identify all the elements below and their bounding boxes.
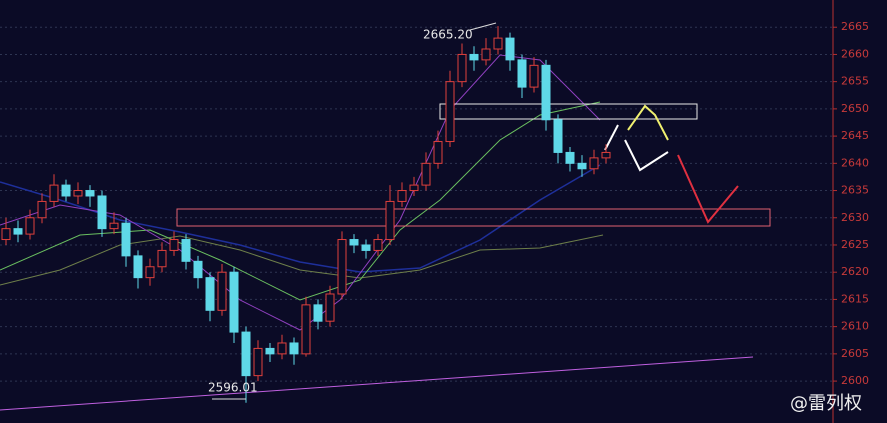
candle-body [421, 162, 431, 186]
watermark: @雷列权 [790, 393, 862, 414]
candles [1, 26, 611, 403]
candle-body [373, 239, 383, 251]
arrow [624, 139, 669, 172]
candle-body [109, 222, 119, 230]
candle-body [169, 239, 179, 251]
candle-body [229, 271, 239, 333]
arrow [604, 124, 619, 151]
candle-body [493, 37, 503, 50]
ma-line [0, 234, 604, 286]
candle-body [469, 53, 479, 61]
candle-body [241, 331, 251, 377]
y-tick-label: 2645 [841, 129, 869, 142]
candle-body [301, 304, 311, 355]
candle-body [133, 255, 143, 279]
candle-body [457, 53, 467, 83]
arrow [677, 154, 739, 224]
candle-body [589, 157, 599, 170]
candle-body [313, 304, 323, 322]
candle-body [517, 59, 527, 88]
zone-box [439, 103, 698, 120]
candle-body [181, 239, 191, 262]
candle-body [253, 347, 263, 377]
candle-body [565, 151, 575, 164]
y-tick-label: 2600 [841, 374, 869, 387]
zone-box [176, 208, 771, 227]
ma-line [0, 54, 601, 331]
candle-body [97, 195, 107, 230]
y-tick-label: 2660 [841, 47, 869, 60]
candle-body [61, 184, 71, 197]
candle-body [49, 184, 59, 202]
trend-line [0, 356, 754, 411]
candle-body [541, 64, 551, 121]
y-tick-label: 2610 [841, 320, 869, 333]
candle-body [277, 342, 287, 355]
candle-body [529, 64, 539, 88]
candle-body [433, 141, 443, 164]
candle-body [73, 190, 83, 197]
candle-body [445, 81, 455, 143]
y-tick-label: 2655 [841, 75, 869, 88]
candle-body [361, 244, 371, 251]
annotation: 2596.01 [208, 381, 258, 395]
y-tick-label: 2650 [841, 102, 869, 115]
y-tick-label: 2620 [841, 265, 869, 278]
candle-body [601, 151, 611, 159]
candle-body [349, 239, 359, 246]
candle-body [385, 200, 395, 241]
candle-body [505, 37, 515, 61]
y-tick-label: 2625 [841, 238, 869, 251]
candle-body [289, 342, 299, 355]
arrow [627, 104, 669, 141]
candle-body [397, 190, 407, 202]
candle-body [121, 222, 131, 257]
y-tick-label: 2630 [841, 211, 869, 224]
candle-body [157, 249, 167, 268]
candle-body [325, 293, 335, 322]
annotation-leader [469, 22, 497, 31]
y-tick-label: 2640 [841, 156, 869, 169]
candle-body [553, 119, 563, 153]
candle-body [337, 239, 347, 295]
candle-body [25, 217, 35, 235]
candle-body [85, 190, 95, 197]
candle-body [13, 228, 23, 235]
y-tick-label: 2665 [841, 20, 869, 33]
candle-body [193, 260, 203, 279]
candle-body [481, 48, 491, 61]
candle-body [409, 184, 419, 192]
y-tick-label: 2635 [841, 184, 869, 197]
candle-body [217, 271, 227, 311]
candle-body [205, 277, 215, 311]
y-tick-label: 2605 [841, 347, 869, 360]
candle-body [1, 228, 11, 241]
candle-body [265, 347, 275, 355]
candle-body [577, 162, 587, 170]
annotation: 2665.20 [423, 28, 473, 42]
y-tick-label: 2615 [841, 292, 869, 305]
candle-body [145, 266, 155, 279]
candle-body [37, 200, 47, 219]
